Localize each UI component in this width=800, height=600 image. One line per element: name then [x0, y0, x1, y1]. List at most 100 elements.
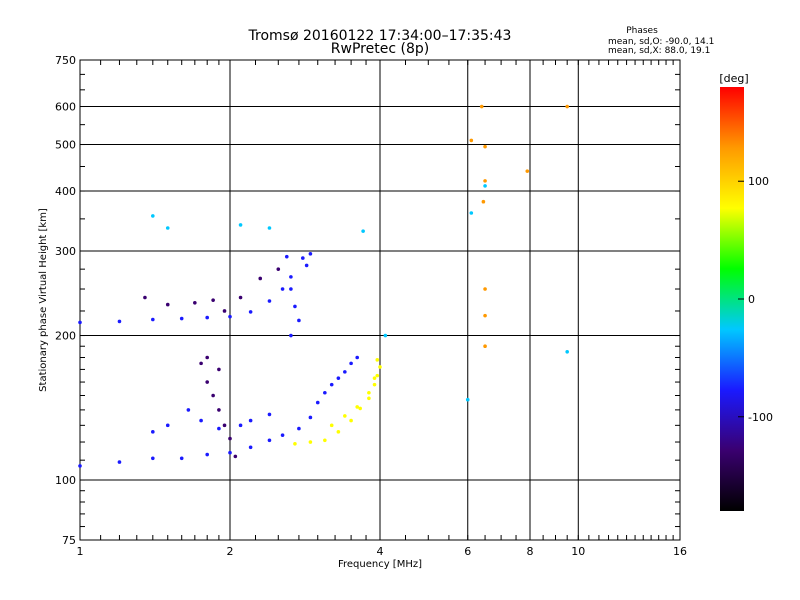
echo-point: [329, 382, 334, 387]
colorbar-tick-label: -100: [748, 411, 773, 424]
colorbar-tick-label: 100: [748, 175, 769, 188]
echo-point: [308, 252, 313, 256]
echo-point: [165, 423, 170, 428]
colorbar-tick-label: 0: [748, 293, 755, 306]
echo-point: [343, 414, 347, 418]
echo-point: [483, 344, 487, 349]
x-tick-label: 1: [77, 545, 84, 558]
echo-point: [117, 460, 122, 464]
echo-point: [465, 397, 470, 402]
echo-point: [78, 464, 82, 468]
echo-point: [349, 361, 353, 366]
echo-point: [151, 430, 155, 434]
echo-point: [479, 104, 484, 109]
chart-subtitle: RwPretec (8p): [331, 41, 429, 57]
echo-point: [481, 199, 486, 204]
echo-point: [248, 445, 253, 450]
echo-series: [199, 355, 238, 459]
echo-point: [304, 263, 309, 268]
echo-series: [329, 365, 382, 428]
echo-point: [315, 400, 320, 405]
echo-point: [165, 302, 170, 307]
echo-point: [193, 301, 197, 305]
y-tick-label: 500: [55, 139, 76, 152]
echo-point: [222, 309, 227, 313]
echo-series: [78, 433, 285, 468]
echo-point: [228, 436, 232, 441]
echo-point: [372, 376, 377, 380]
x-tick-label: 2: [227, 545, 234, 558]
echo-point: [211, 298, 215, 302]
echo-point: [258, 276, 263, 281]
phase-x-mode-stats: mean, sd,X: 88.0, 19.1: [608, 46, 710, 56]
echo-point: [469, 211, 474, 215]
echo-point: [151, 214, 155, 218]
echo-point: [336, 376, 341, 380]
echo-point: [280, 287, 285, 291]
echo-point: [375, 358, 380, 362]
echo-point: [378, 365, 382, 369]
y-tick-label: 600: [55, 101, 76, 114]
echo-point: [293, 304, 297, 309]
echo-point: [179, 456, 184, 461]
echo-point: [222, 423, 227, 428]
x-tick-label: 10: [571, 545, 585, 558]
echo-point: [367, 390, 371, 395]
x-tick-label: 4: [377, 545, 384, 558]
echo-point: [483, 287, 487, 291]
echo-point: [228, 314, 232, 319]
echo-point: [276, 267, 281, 271]
echo-series: [284, 252, 313, 338]
echo-point: [199, 361, 203, 366]
echo-point: [483, 179, 487, 183]
echo-point: [336, 430, 341, 434]
y-tick-label: 100: [55, 474, 76, 487]
echo-point: [565, 349, 569, 354]
echo-point: [238, 295, 243, 300]
phase-statistics: Phases mean, sd,O: -90.0, 14.1 mean, sd,…: [608, 26, 714, 56]
echo-point: [297, 318, 301, 323]
echo-point: [186, 408, 191, 412]
echo-point: [117, 319, 122, 324]
phase-heading: Phases: [626, 26, 658, 36]
echo-point: [308, 440, 313, 444]
echo-series: [143, 267, 281, 313]
y-tick-label: 300: [55, 245, 76, 258]
echo-point: [293, 441, 297, 446]
chart-title: Tromsø 20160122 17:34:00–17:35:43: [248, 28, 512, 44]
echo-point: [267, 438, 272, 443]
echo-point: [267, 412, 272, 417]
echo-point: [211, 393, 215, 398]
echo-point: [205, 355, 209, 360]
echo-point: [383, 333, 388, 338]
y-tick-label: 750: [55, 54, 76, 67]
echo-point: [280, 433, 285, 437]
echo-point: [151, 317, 155, 322]
y-axis-label: Stationary phase Virtual Height [km]: [38, 208, 49, 392]
echo-point: [205, 380, 209, 384]
echo-point: [358, 406, 362, 411]
echo-point: [308, 415, 313, 420]
echo-point: [228, 450, 232, 455]
echo-point: [233, 454, 238, 459]
echo-point: [483, 313, 487, 318]
echo-series: [293, 358, 380, 446]
axis-ticks: [79, 59, 681, 541]
y-tick-label: 400: [55, 185, 76, 198]
colorbar-ticks: 100 0 -100: [738, 175, 773, 424]
echo-point: [372, 382, 377, 387]
echo-point: [217, 408, 221, 412]
echo-point: [289, 333, 293, 338]
echo-point: [205, 452, 209, 457]
echo-point: [297, 426, 301, 431]
echo-point: [323, 438, 327, 443]
echo-point: [267, 226, 272, 230]
echo-point: [349, 418, 353, 423]
x-axis-label: Frequency [MHz]: [338, 559, 422, 570]
echo-point: [301, 256, 305, 260]
echo-point: [143, 295, 147, 300]
colorbar: [deg] 100 0 -100: [719, 72, 773, 511]
echo-point: [238, 223, 243, 227]
y-tick-label: 75: [62, 534, 76, 547]
